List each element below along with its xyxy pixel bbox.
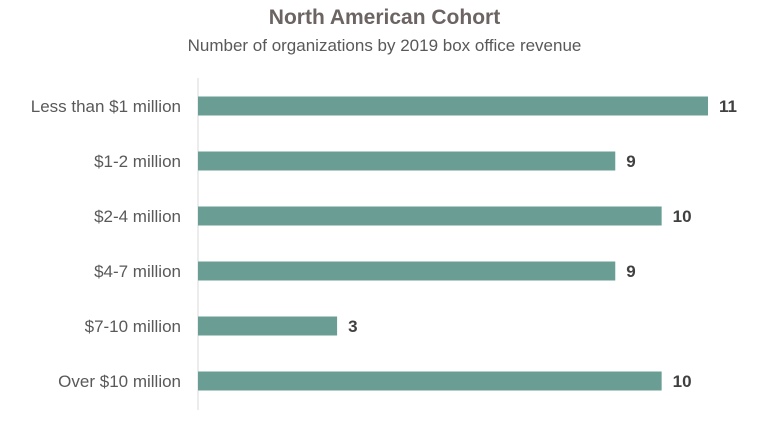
chart-title: North American Cohort [268,6,501,29]
category-label: $2-4 million [94,207,181,226]
category-label: $7-10 million [85,317,181,336]
data-label: 10 [673,207,692,226]
bar [198,261,616,281]
bars-group: Less than $1 million 11 $1-2 million 9 $2-4 … [31,96,737,391]
bar [198,371,662,391]
bar [198,96,708,116]
category-label: Less than $1 million [31,97,181,116]
data-label: 9 [626,262,635,281]
bar [198,151,616,171]
category-label: $1-2 million [94,152,181,171]
bar [198,206,662,226]
data-label: 9 [626,152,635,171]
category-label: Over $10 million [58,372,181,391]
data-label: 10 [673,372,692,391]
data-label: 11 [719,97,737,116]
bar [198,316,338,336]
data-label: 3 [348,317,357,336]
category-label: $4-7 million [94,262,181,281]
chart-subtitle: Number of organizations by 2019 box offi… [187,36,582,55]
